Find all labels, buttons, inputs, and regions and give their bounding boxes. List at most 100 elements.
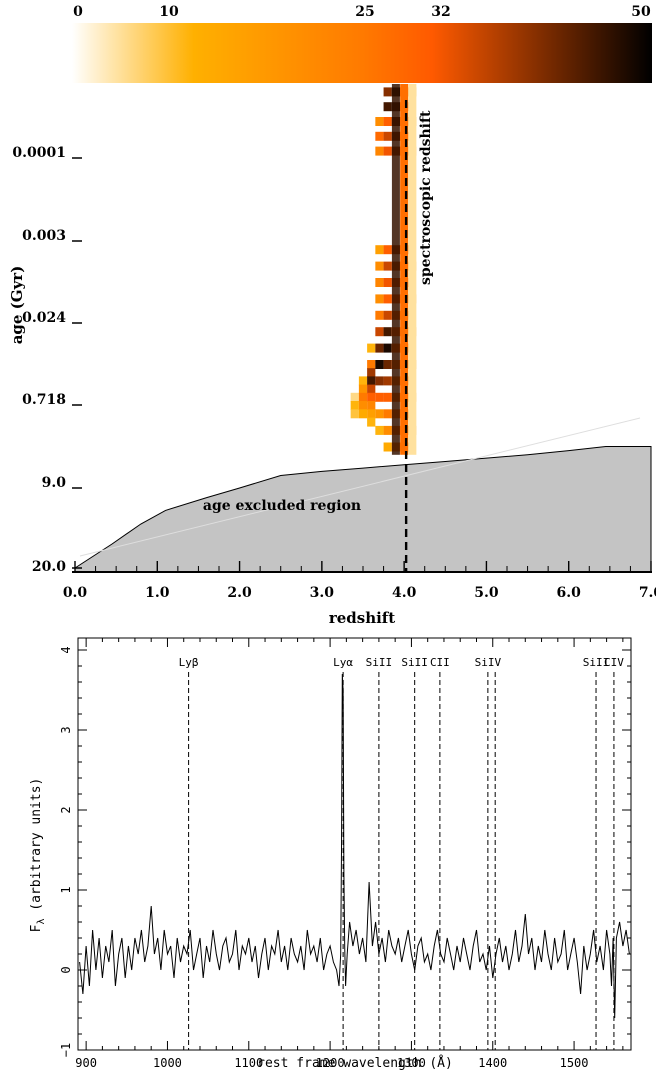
y-tick-label: 9.0 (42, 475, 67, 491)
heatmap-cell (367, 360, 376, 369)
x-tick-label: 1000 (153, 1056, 182, 1070)
heatmap-cell (367, 343, 376, 353)
heatmap-cell (367, 409, 376, 419)
spectral-line-label: SiII (583, 656, 610, 669)
y-tick-label: 2 (59, 806, 73, 813)
top-y-axis-label: age (Gyr) (8, 266, 26, 345)
heatmap-cell (358, 392, 368, 402)
heatmap-cell (367, 417, 376, 427)
heatmap-cell (375, 245, 384, 255)
spectral-line-label: SiII (366, 656, 393, 669)
heatmap-cell (375, 146, 384, 156)
colorbar-tick-label: 50 (631, 4, 651, 20)
heatmap-cell (375, 360, 384, 369)
heatmap-cell (375, 425, 384, 435)
heatmap-cell (375, 343, 384, 353)
heatmap-cell (383, 278, 392, 287)
heatmap-cell (383, 294, 392, 304)
heatmap-cell (350, 392, 359, 402)
spectral-line-label: Lyβ (179, 656, 199, 669)
x-tick-label: 1500 (560, 1056, 589, 1070)
spectral-line-label: CIV (604, 656, 624, 669)
bottom-x-axis-label: rest frame wavelength (Å) (257, 1055, 453, 1071)
x-tick-label: 2.0 (227, 585, 252, 601)
heatmap-cell (383, 146, 392, 156)
heatmap-cell (367, 401, 376, 410)
heatmap-cell (367, 392, 376, 402)
heatmap-cell (375, 409, 384, 419)
heatmap-cell (375, 310, 384, 320)
y-tick-label: 1 (59, 886, 73, 893)
spectroscopic-redshift-label: spectroscopic redshift (418, 110, 434, 285)
heatmap-cell (375, 327, 384, 337)
y-tick-label: 0 (59, 966, 73, 973)
heatmap-cell (383, 310, 392, 320)
heatmap-cell (358, 384, 368, 394)
heatmap-cell (383, 409, 392, 419)
heatmap-cell (375, 392, 384, 402)
heatmap-cell (375, 278, 384, 287)
heatmap-cell (358, 376, 368, 386)
y-tick-label: −1 (59, 1043, 73, 1057)
x-tick-label: 1300 (397, 1056, 426, 1070)
heatmap-cell (375, 117, 384, 126)
x-tick-label: 1.0 (145, 585, 170, 601)
spectral-line-label: Lyα (333, 656, 353, 669)
heatmap-cell (383, 102, 392, 112)
excluded-region-sheen (79, 417, 641, 557)
heatmap-band (408, 84, 417, 455)
heatmap-cell (383, 87, 392, 97)
heatmap-cell (358, 409, 368, 419)
age-redshift-plot: 0 10 25 32 50 spectroscopic redshift age exc… (8, 4, 656, 627)
age-excluded-region-label: age excluded region (203, 498, 361, 514)
y-tick-label: 0.718 (22, 392, 66, 408)
colorbar (72, 23, 652, 83)
spectral-line-label: CII (430, 656, 450, 669)
x-tick-label: 0.0 (63, 585, 88, 601)
heatmap-cell (383, 131, 392, 141)
heatmap-cell (350, 409, 359, 419)
spectrum-line (79, 673, 630, 1019)
heatmap-cell (383, 425, 392, 435)
x-tick-label: 1400 (478, 1056, 507, 1070)
likelihood-heatmap (350, 84, 417, 455)
top-x-axis-label: redshift (329, 609, 395, 627)
age-excluded-region (74, 446, 652, 573)
bottom-y-axis-label: Fλ (arbitrary units) (29, 778, 47, 933)
heatmap-cell (383, 376, 392, 386)
y-tick-label: 0.003 (22, 228, 66, 244)
heatmap-cell (367, 376, 376, 386)
colorbar-tick-label: 0 (73, 4, 83, 20)
heatmap-cell (375, 131, 384, 141)
heatmap-cell (383, 360, 392, 369)
x-tick-label: 6.0 (557, 585, 582, 601)
colorbar-tick-label: 10 (159, 4, 179, 20)
x-tick-label: 3.0 (310, 585, 335, 601)
heatmap-cell (383, 442, 392, 452)
heatmap-cell (383, 117, 392, 126)
heatmap-band (391, 84, 400, 455)
y-tick-label: 0.024 (22, 310, 66, 326)
heatmap-cell (383, 261, 392, 271)
x-tick-label: 1200 (316, 1056, 345, 1070)
heatmap-cell (367, 384, 376, 394)
x-tick-label: 900 (75, 1056, 97, 1070)
x-tick-label: 4.0 (392, 585, 417, 601)
y-tick-label: 0.0001 (12, 145, 66, 161)
spectral-line-label: SiII (401, 656, 428, 669)
heatmap-cell (383, 392, 392, 402)
heatmap-cell (358, 401, 368, 410)
x-tick-label: 1100 (234, 1056, 263, 1070)
x-tick-label: 7.0 (639, 585, 656, 601)
heatmap-band (400, 84, 409, 455)
spectrum-frame (77, 637, 632, 1051)
heatmap-cell (367, 368, 376, 378)
heatmap-cell (375, 376, 384, 386)
y-tick-label: 3 (59, 726, 73, 733)
heatmap-cell (375, 261, 384, 271)
colorbar-tick-label: 32 (431, 4, 450, 20)
spectral-line-label: SiIV (475, 656, 502, 669)
heatmap-cell (350, 401, 359, 410)
colorbar-tick-label: 25 (355, 4, 374, 20)
